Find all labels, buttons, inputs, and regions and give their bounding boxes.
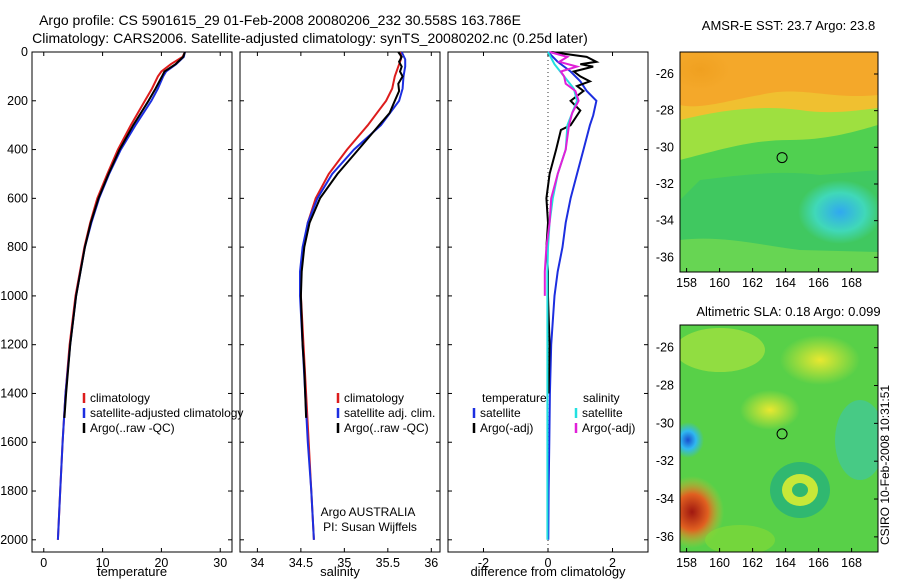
sst-map-title: AMSR-E SST: 23.7 Argo: 23.8 xyxy=(701,18,876,33)
temperature-xlabel: temperature xyxy=(97,564,167,579)
sla-ytick-label: -28 xyxy=(656,379,674,393)
sla-map-frame xyxy=(679,324,879,553)
salinity-xtick-label: 35.5 xyxy=(376,556,400,570)
sla-xtick-label: 168 xyxy=(841,556,862,570)
salinity-series-satellite-adj-clim- xyxy=(299,51,407,540)
temperature-legend-label: climatology xyxy=(90,391,150,405)
sst-ytick-label: -30 xyxy=(656,140,674,154)
difference-series-temperature-satellite xyxy=(547,51,598,540)
sst-map-frame xyxy=(679,51,879,273)
difference-xtick-label: 2 xyxy=(609,556,616,570)
temperature-legend-label: satellite-adjusted climatology xyxy=(90,406,243,420)
difference-legend-label: satellite xyxy=(480,406,521,420)
depth-ytick-label: 1800 xyxy=(0,484,28,498)
salinity-series-argo-raw-qc- xyxy=(299,51,404,418)
sst-xtick-label: 162 xyxy=(742,276,763,290)
depth-ytick-label: 1200 xyxy=(0,338,28,352)
sst-ytick-label: -32 xyxy=(656,177,674,191)
temperature-xtick-label: 0 xyxy=(40,556,47,570)
salinity-annotation-line: Argo AUSTRALIA xyxy=(321,505,416,519)
figure-title-line-2: Climatology: CARS2006. Satellite-adjuste… xyxy=(32,30,588,46)
salinity-legend-label: satellite adj. clim. xyxy=(344,406,435,420)
salinity-xlabel: salinity xyxy=(320,564,360,579)
difference-xlabel: difference from climatology xyxy=(470,564,626,579)
sla-xtick-label: 158 xyxy=(676,556,697,570)
sst-ytick-label: -26 xyxy=(656,67,674,81)
sla-xtick-label: 164 xyxy=(775,556,796,570)
sla-xtick-label: 162 xyxy=(742,556,763,570)
difference-series-temperature-argo-adj- xyxy=(545,51,600,394)
depth-ytick-label: 400 xyxy=(7,143,28,157)
sla-ytick-label: -34 xyxy=(656,492,674,506)
salinity-xtick-label: 34 xyxy=(250,556,264,570)
sla-profile-marker xyxy=(776,428,788,440)
difference-series-salinity-argo-adj- xyxy=(543,51,581,296)
depth-ytick-label: 800 xyxy=(7,240,28,254)
sla-ytick-label: -36 xyxy=(656,530,674,544)
salinity-legend-label: Argo(..raw -QC) xyxy=(344,421,429,435)
sst-profile-marker xyxy=(776,152,788,164)
sla-map-title: Altimetric SLA: 0.18 Argo: 0.099 xyxy=(696,304,881,319)
temperature-xtick-label: 10 xyxy=(96,556,110,570)
depth-ytick-label: 600 xyxy=(7,191,28,205)
temperature-axes-frame xyxy=(31,51,233,553)
sla-xtick-label: 160 xyxy=(709,556,730,570)
salinity-xtick-label: 35 xyxy=(337,556,351,570)
sst-xtick-label: 164 xyxy=(775,276,796,290)
depth-ytick-label: 200 xyxy=(7,94,28,108)
salinity-xtick-label: 36 xyxy=(424,556,438,570)
temperature-xtick-label: 20 xyxy=(154,556,168,570)
depth-ytick-label: 1600 xyxy=(0,435,28,449)
difference-xtick-label: -2 xyxy=(478,556,489,570)
temperature-series-argo-raw-qc- xyxy=(63,51,186,418)
difference-legend-label: satellite xyxy=(582,406,623,420)
salinity-legend-label: climatology xyxy=(344,391,404,405)
sst-xtick-label: 168 xyxy=(841,276,862,290)
depth-ytick-label: 1400 xyxy=(0,386,28,400)
sst-map-field xyxy=(680,52,878,272)
sla-ytick-label: -30 xyxy=(656,416,674,430)
sst-xtick-label: 158 xyxy=(676,276,697,290)
sst-xtick-label: 166 xyxy=(808,276,829,290)
sla-ytick-label: -26 xyxy=(656,341,674,355)
sst-xtick-label: 160 xyxy=(709,276,730,290)
sla-ytick-label: -32 xyxy=(656,454,674,468)
sst-ytick-label: -34 xyxy=(656,214,674,228)
difference-legend-label: Argo(-adj) xyxy=(480,421,533,435)
sst-ytick-label: -36 xyxy=(656,250,674,264)
sst-ytick-label: -28 xyxy=(656,104,674,118)
difference-series-salinity-satellite xyxy=(546,51,579,540)
salinity-annotation-line: PI: Susan Wijffels xyxy=(323,520,417,534)
figure-title-line-1: Argo profile: CS 5901615_29 01-Feb-2008 … xyxy=(39,12,521,28)
depth-ytick-label: 0 xyxy=(21,45,28,59)
salinity-series-climatology xyxy=(299,52,402,540)
depth-ytick-label: 1000 xyxy=(0,289,28,303)
difference-xtick-label: 0 xyxy=(545,556,552,570)
salinity-xtick-label: 34.5 xyxy=(289,556,313,570)
difference-legend-title: temperature xyxy=(482,391,547,405)
difference-legend-title: salinity xyxy=(583,391,620,405)
temperature-legend-label: Argo(..raw -QC) xyxy=(90,421,175,435)
sla-xtick-label: 166 xyxy=(808,556,829,570)
chart-panels: 0 10 20 30temperature0200400600800100012001… xyxy=(0,45,879,579)
temperature-xtick-label: 30 xyxy=(213,556,227,570)
difference-legend-label: Argo(-adj) xyxy=(582,421,635,435)
sla-map-field xyxy=(680,325,878,552)
depth-ytick-label: 2000 xyxy=(0,533,28,547)
salinity-axes-frame xyxy=(239,51,441,553)
